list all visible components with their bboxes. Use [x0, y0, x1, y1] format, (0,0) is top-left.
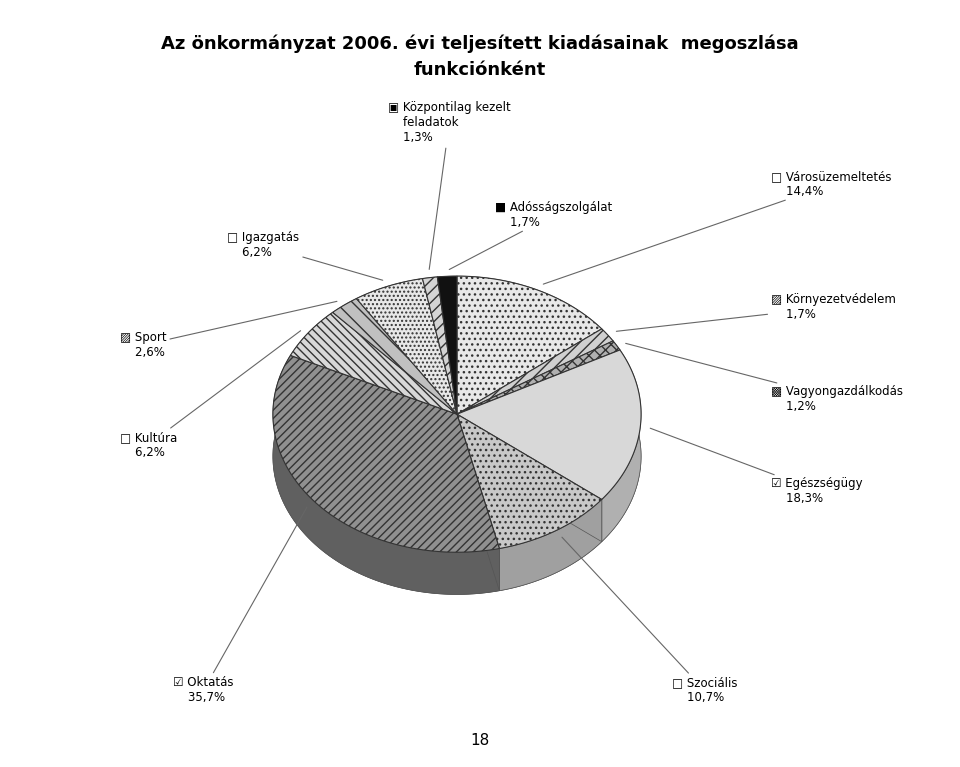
Polygon shape — [273, 355, 499, 594]
Polygon shape — [457, 414, 499, 591]
Text: funkciónként: funkciónként — [414, 61, 546, 79]
Text: □ Igazgatás
    6,2%: □ Igazgatás 6,2% — [227, 232, 383, 280]
Polygon shape — [457, 329, 602, 456]
Polygon shape — [291, 312, 457, 414]
Text: □ Városüzemeltetés
    14,4%: □ Városüzemeltetés 14,4% — [543, 170, 892, 284]
Polygon shape — [356, 298, 457, 456]
Polygon shape — [438, 276, 457, 319]
Polygon shape — [422, 278, 457, 456]
Polygon shape — [333, 298, 356, 354]
Polygon shape — [438, 277, 457, 456]
Polygon shape — [422, 278, 457, 456]
Polygon shape — [333, 312, 457, 456]
Polygon shape — [291, 355, 457, 456]
Polygon shape — [457, 414, 602, 542]
Polygon shape — [613, 341, 620, 392]
Polygon shape — [273, 318, 641, 594]
Text: □ Szociális
    10,7%: □ Szociális 10,7% — [562, 537, 737, 704]
Polygon shape — [438, 276, 457, 414]
Polygon shape — [457, 341, 620, 414]
Polygon shape — [291, 312, 333, 397]
Polygon shape — [422, 277, 457, 414]
Polygon shape — [291, 355, 457, 456]
Polygon shape — [457, 341, 613, 456]
Polygon shape — [438, 277, 457, 456]
Polygon shape — [457, 329, 602, 456]
Text: ▨ Sport
    2,6%: ▨ Sport 2,6% — [119, 301, 337, 359]
Text: □ Kultúra
    6,2%: □ Kultúra 6,2% — [119, 331, 300, 459]
Text: ▨ Környezetvédelem
    1,7%: ▨ Környezetvédelem 1,7% — [616, 293, 897, 331]
Polygon shape — [356, 278, 422, 341]
Text: Az önkormányzat 2006. évi teljesített kiadásainak  megoszlása: Az önkormányzat 2006. évi teljesített ki… — [161, 35, 799, 53]
Polygon shape — [457, 414, 499, 591]
Polygon shape — [602, 329, 613, 384]
Text: ▣ Központilag kezelt
    feladatok
    1,3%: ▣ Központilag kezelt feladatok 1,3% — [388, 101, 511, 269]
Polygon shape — [457, 276, 602, 371]
Polygon shape — [356, 298, 457, 456]
Polygon shape — [457, 350, 620, 456]
Text: ☑ Egészségügy
    18,3%: ☑ Egészségügy 18,3% — [650, 428, 863, 505]
Polygon shape — [457, 329, 613, 414]
Text: ☑ Oktatás
    35,7%: ☑ Oktatás 35,7% — [173, 507, 307, 704]
Polygon shape — [457, 276, 602, 414]
Polygon shape — [273, 355, 499, 552]
Polygon shape — [457, 414, 602, 548]
Polygon shape — [333, 312, 457, 456]
Text: 18: 18 — [470, 732, 490, 748]
Polygon shape — [499, 499, 602, 591]
Polygon shape — [457, 350, 620, 456]
Polygon shape — [457, 341, 613, 456]
Text: ■ Adósságszolgálat
    1,7%: ■ Adósságszolgálat 1,7% — [449, 201, 612, 269]
Polygon shape — [457, 414, 602, 542]
Polygon shape — [356, 278, 457, 414]
Polygon shape — [457, 350, 641, 499]
Text: ▩ Vagyongazdálkodás
    1,2%: ▩ Vagyongazdálkodás 1,2% — [626, 344, 903, 413]
Polygon shape — [333, 298, 457, 414]
Polygon shape — [602, 350, 641, 542]
Polygon shape — [422, 277, 438, 321]
